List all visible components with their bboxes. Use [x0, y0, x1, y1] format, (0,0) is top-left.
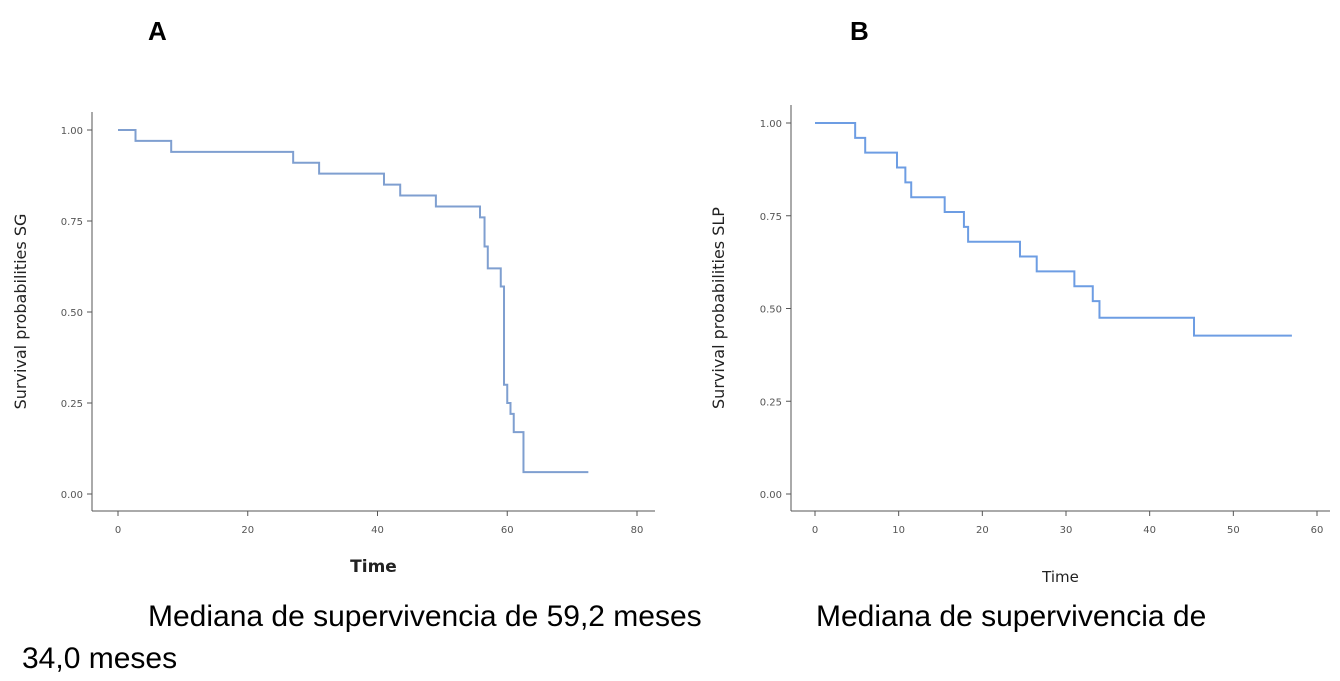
caption-median-slp-line2: 34,0 meses — [22, 642, 178, 675]
y-tick-label: 0.00 — [61, 490, 83, 501]
panel-letter-b: B — [850, 16, 869, 46]
x-tick-label: 80 — [631, 525, 644, 536]
caption-median-slp-line1: Mediana de supervivencia de — [816, 600, 1207, 633]
x-tick-label: 30 — [1060, 525, 1073, 536]
x-tick-label: 10 — [892, 525, 905, 536]
x-tick-label: 60 — [501, 525, 514, 536]
y-tick-label: 0.25 — [61, 399, 83, 410]
y-tick-label: 1.00 — [760, 119, 782, 130]
x-tick-label: 50 — [1227, 525, 1240, 536]
x-tick-label: 40 — [1143, 525, 1156, 536]
x-axis-label: Time — [350, 557, 397, 577]
survival-curve — [815, 122, 1292, 337]
y-tick-label: 1.00 — [61, 126, 83, 137]
y-tick-label: 0.75 — [760, 212, 782, 223]
x-tick-label: 20 — [976, 525, 989, 536]
x-tick-label: 0 — [115, 525, 121, 536]
y-axis-label: Survival probabilities SLP — [709, 207, 728, 409]
caption-median-sg: Mediana de supervivencia de 59,2 meses — [148, 600, 702, 633]
y-tick-label: 0.25 — [760, 397, 782, 408]
x-tick-label: 20 — [241, 525, 254, 536]
x-axis-label: Time — [1041, 568, 1079, 586]
y-tick-label: 0.50 — [61, 308, 83, 319]
y-axis-label: Survival probabilities SG — [11, 214, 30, 410]
x-tick-label: 0 — [812, 525, 818, 536]
y-tick-label: 0.75 — [61, 217, 83, 228]
y-tick-label: 0.00 — [760, 490, 782, 501]
x-tick-label: 60 — [1311, 525, 1324, 536]
x-tick-label: 40 — [371, 525, 384, 536]
panel-letter-a: A — [148, 16, 167, 46]
survival-curve — [118, 129, 589, 474]
y-tick-label: 0.50 — [760, 305, 782, 316]
